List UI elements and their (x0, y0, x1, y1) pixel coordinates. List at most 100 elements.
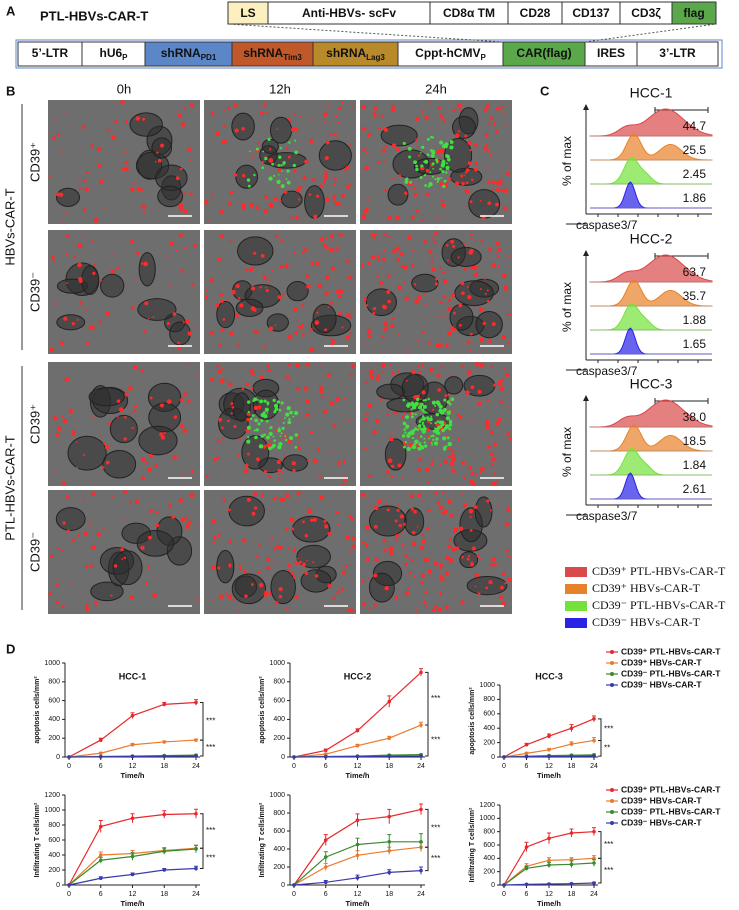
data-point (569, 862, 574, 867)
cell-cluster (231, 573, 267, 605)
red-cell (387, 274, 391, 278)
red-cell (320, 366, 322, 368)
y-tick-label: 1000 (479, 815, 495, 822)
red-cell (77, 262, 82, 268)
red-cell (97, 164, 102, 168)
red-cell (219, 209, 224, 214)
group-label: PTL-HBVs-CAR-T (2, 435, 17, 541)
green-cell (415, 167, 419, 172)
red-cell (225, 592, 228, 595)
red-cell (238, 564, 242, 567)
red-cell (449, 513, 453, 517)
red-cell (60, 149, 63, 152)
y-tick-label: 200 (273, 735, 285, 742)
red-cell (370, 375, 375, 380)
red-cell (287, 563, 291, 568)
red-cell (373, 573, 378, 578)
red-cell (431, 267, 436, 272)
data-point (323, 880, 328, 885)
red-cell (268, 592, 272, 596)
red-cell (401, 415, 405, 419)
red-cell (267, 368, 272, 373)
red-cell (233, 424, 237, 429)
red-cell (448, 538, 453, 542)
red-cell (215, 131, 220, 136)
red-cell (123, 415, 127, 419)
y-tick-label: 200 (273, 864, 285, 871)
red-cell (495, 187, 500, 192)
legend-text: CD39⁺ HBVs-CAR-T (592, 581, 701, 595)
red-cell (210, 377, 214, 382)
green-cell (429, 171, 432, 174)
red-cell (227, 508, 231, 512)
red-cell (346, 185, 351, 190)
red-cell (156, 576, 158, 579)
red-cell (505, 549, 509, 553)
car-segment-label: CD137 (572, 6, 610, 20)
red-cell (124, 151, 127, 154)
green-cell (447, 157, 451, 162)
red-cell (98, 320, 102, 324)
red-cell (401, 531, 404, 534)
red-cell (145, 462, 149, 465)
green-cell (287, 420, 292, 425)
y-arrow (583, 395, 589, 401)
red-cell (386, 470, 391, 474)
red-cell (417, 295, 422, 300)
green-cell (421, 408, 425, 412)
red-cell (439, 463, 442, 467)
red-cell (427, 435, 431, 438)
red-cell (384, 585, 389, 591)
cell-cluster (237, 236, 274, 266)
red-cell (268, 279, 271, 282)
data-point (419, 754, 423, 758)
red-cell (464, 503, 468, 507)
red-cell (426, 427, 430, 432)
red-cell (60, 220, 63, 223)
red-cell (187, 331, 193, 336)
green-cell (442, 184, 446, 189)
red-cell (404, 296, 410, 301)
x-axis-label: caspase3/7 (576, 364, 638, 378)
green-cell (445, 416, 450, 421)
data-point (162, 740, 167, 744)
red-cell (418, 370, 422, 374)
red-cell (499, 595, 503, 600)
red-cell (233, 103, 237, 107)
red-cell (212, 535, 217, 540)
red-cell (504, 286, 508, 289)
red-cell (443, 459, 448, 464)
red-cell (373, 524, 378, 529)
green-cell (264, 156, 268, 161)
red-cell (280, 238, 284, 242)
red-cell (507, 504, 510, 507)
red-cell (78, 187, 82, 191)
red-cell (270, 536, 273, 540)
red-cell (412, 249, 415, 252)
red-cell (227, 594, 233, 600)
green-cell (422, 404, 427, 409)
value-label: 35.7 (683, 289, 707, 303)
red-cell (124, 160, 129, 165)
red-cell (282, 292, 285, 296)
red-cell (140, 188, 144, 192)
red-cell (304, 571, 309, 575)
red-cell (365, 543, 369, 547)
red-cell (277, 478, 280, 481)
red-cell (434, 231, 439, 236)
red-cell (123, 556, 127, 560)
red-cell (437, 388, 441, 392)
green-cell (433, 441, 439, 446)
data-point (547, 863, 551, 867)
green-cell (277, 173, 280, 176)
x-tick-label: 0 (502, 763, 506, 770)
red-cell (98, 179, 104, 185)
red-cell (251, 155, 255, 159)
green-cell (257, 422, 261, 426)
green-cell (402, 141, 406, 145)
red-cell (290, 380, 292, 383)
red-cell (204, 200, 209, 205)
vector-segment-sub: PD1 (201, 53, 217, 62)
data-point (130, 754, 135, 759)
red-cell (78, 279, 83, 284)
